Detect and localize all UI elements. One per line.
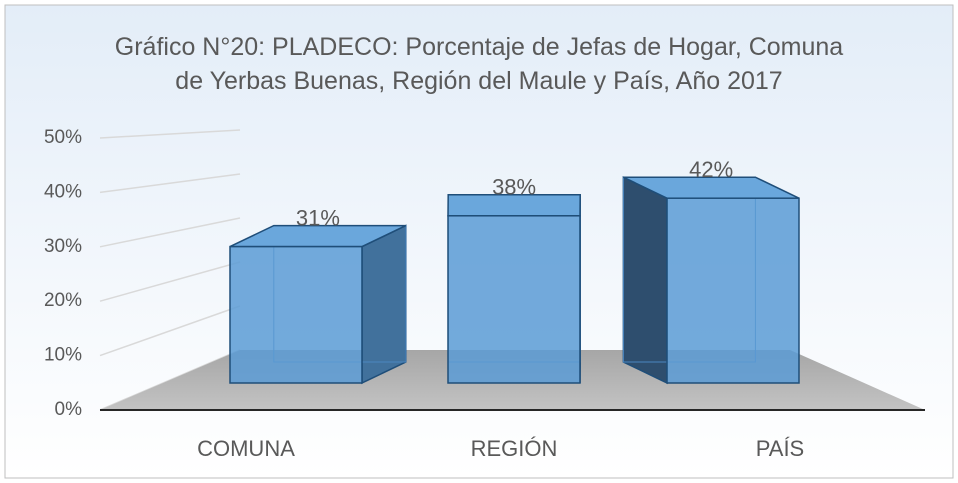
y-tick-label: 50% xyxy=(44,127,82,148)
x-tick-label: COMUNA xyxy=(197,436,295,461)
bar-3d: 38% xyxy=(447,175,581,384)
x-tick-label: PAÍS xyxy=(756,436,805,461)
grid-line xyxy=(99,261,241,302)
chart-title: Gráfico N°20: PLADECO: Porcentaje de Jef… xyxy=(114,33,844,95)
grid-line xyxy=(99,217,241,248)
bar xyxy=(447,215,581,384)
y-tick-label: 10% xyxy=(44,345,82,366)
y-tick-label: 20% xyxy=(44,290,82,311)
data-label: 38% xyxy=(492,175,536,200)
x-tick-label: REGIÓN xyxy=(471,436,558,461)
data-label: 31% xyxy=(296,205,340,230)
grid-line xyxy=(99,129,241,139)
grid-line xyxy=(99,173,241,194)
bar-3d: 31% xyxy=(229,205,407,385)
bar xyxy=(229,245,363,384)
bar xyxy=(666,197,800,384)
grid-line xyxy=(99,305,241,357)
bar-side xyxy=(361,224,407,385)
data-label: 42% xyxy=(689,157,733,182)
y-tick-label: 0% xyxy=(55,399,83,420)
bar-3d: 42% xyxy=(622,157,800,385)
bar-side xyxy=(622,176,668,385)
y-tick-label: 40% xyxy=(44,181,82,202)
y-tick-label: 30% xyxy=(44,236,82,257)
